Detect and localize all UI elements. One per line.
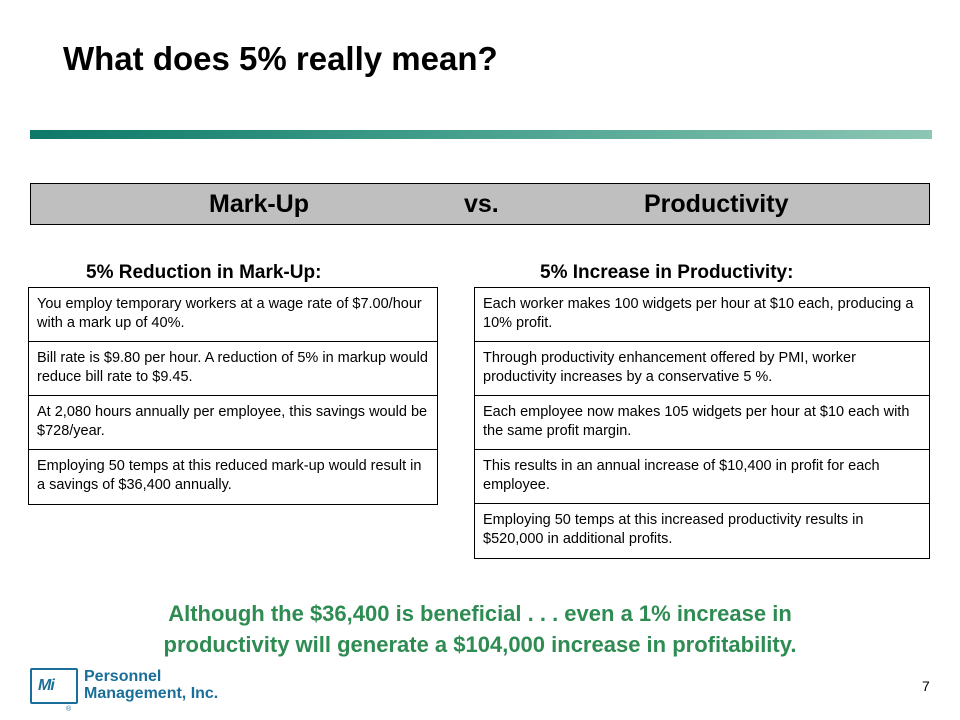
logo-line-1: Personnel [84,668,162,685]
productivity-row-5: Employing 50 temps at this increased pro… [483,512,864,547]
registered-mark: ® [66,706,72,713]
gradient-divider [30,130,932,139]
logo-wordmark: Personnel Management, Inc. [84,668,218,702]
productivity-row-1: Each worker makes 100 widgets per hour a… [475,288,929,342]
markup-table: You employ temporary workers at a wage r… [28,287,438,505]
header-productivity-label: Productivity [644,190,789,218]
productivity-table: Each worker makes 100 widgets per hour a… [474,287,930,559]
productivity-row-4: This results in an annual increase of $1… [475,450,929,504]
page-number: 7 [922,678,930,694]
markup-row-1: You employ temporary workers at a wage r… [29,288,437,342]
conclusion-line-2: productivity will generate a $104,000 in… [163,632,797,657]
page-title: What does 5% really mean? [63,40,498,77]
markup-row-2: Bill rate is $9.80 per hour. A reduction… [29,342,437,396]
logo-mark-icon: Mi [30,668,78,704]
productivity-row-2: Through productivity enhancement offered… [475,342,929,396]
header-vs-label: vs. [464,190,499,218]
markup-column-heading: 5% Reduction in Mark-Up: [86,262,322,283]
productivity-column-heading: 5% Increase in Productivity: [540,262,794,283]
logo-mark-text: Mi [38,677,55,694]
markup-row-3: At 2,080 hours annually per employee, th… [29,396,437,450]
comparison-header-bar: Mark-Up vs. Productivity [30,183,930,225]
logo-line-2: Management, Inc. [84,685,219,702]
company-logo: Mi Personnel Management, Inc. ® [30,668,270,713]
header-markup-label: Mark-Up [209,190,310,218]
productivity-row-3: Each employee now makes 105 widgets per … [475,396,929,450]
conclusion-text: Although the $36,400 is beneficial . . .… [60,598,900,660]
conclusion-line-1: Although the $36,400 is beneficial . . .… [168,601,792,626]
markup-row-4: Employing 50 temps at this reduced mark-… [37,458,422,493]
